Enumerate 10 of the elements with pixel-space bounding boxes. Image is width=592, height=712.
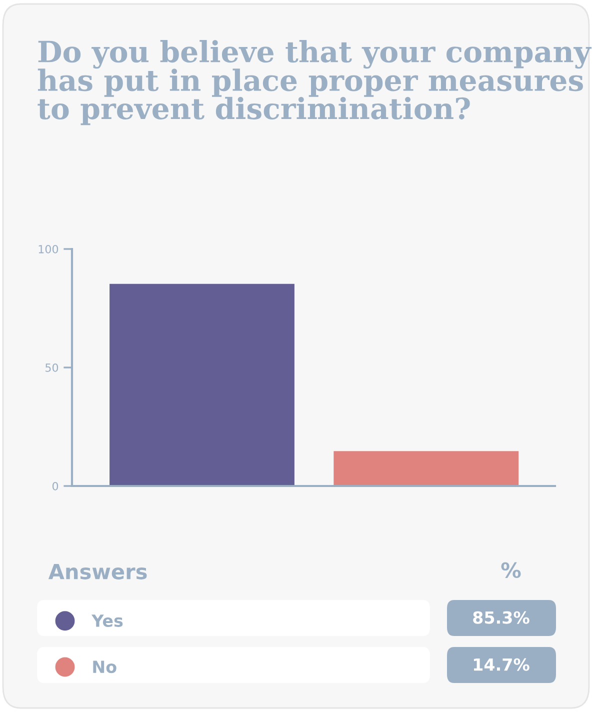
legend-title: Answers (48, 564, 147, 580)
y-tick-label: 50 (46, 363, 58, 372)
legend-label: Yes (92, 614, 123, 627)
legend-label: No (93, 660, 116, 674)
text: % (501, 562, 521, 578)
y-tick-label: 0 (52, 482, 58, 490)
text: 85.3% (473, 611, 530, 624)
text: 14.7% (474, 658, 530, 671)
y-tick-label: 100 (38, 244, 58, 254)
chart-title: Do you believe that your company has put in place proper measures to prevent discrimination? (38, 40, 592, 126)
